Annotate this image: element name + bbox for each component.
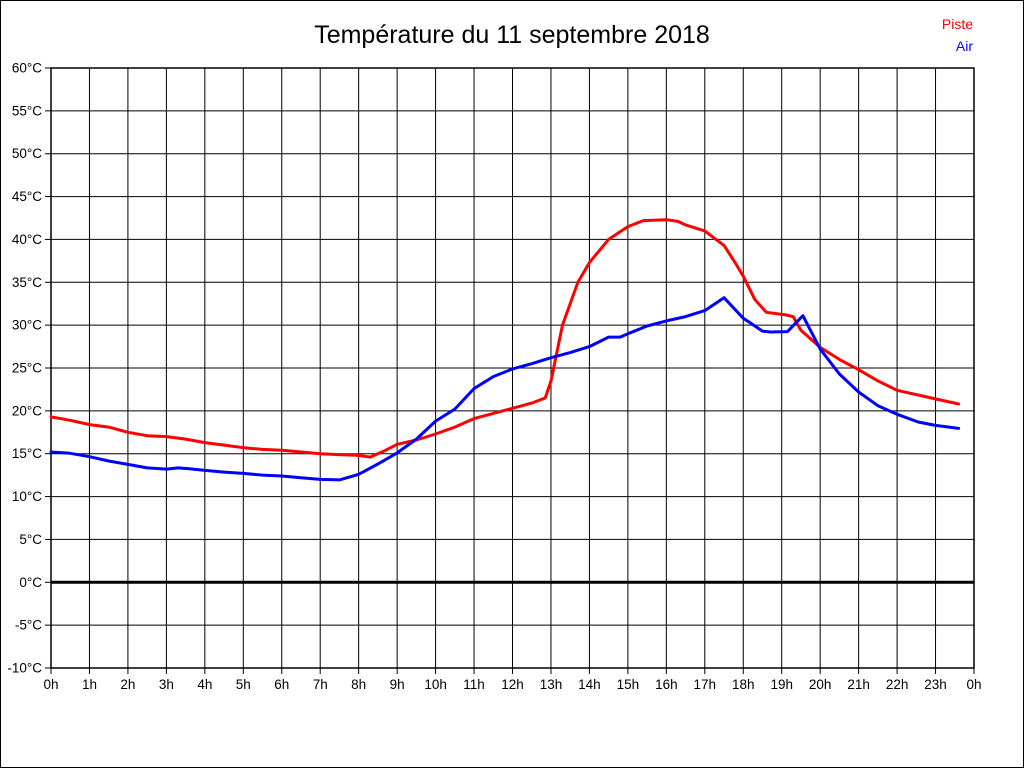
x-tick-label: 19h: [770, 677, 793, 692]
x-tick-label: 21h: [847, 677, 870, 692]
x-tick-label: 0h: [966, 677, 981, 692]
x-tick-label: 10h: [424, 677, 447, 692]
x-tick-label: 6h: [274, 677, 289, 692]
x-tick-label: 17h: [694, 677, 717, 692]
y-tick-label: 60°C: [12, 61, 42, 76]
x-tick-label: 3h: [159, 677, 174, 692]
y-tick-label: -5°C: [15, 618, 42, 633]
x-tick-label: 22h: [886, 677, 909, 692]
chart-legend: Piste Air: [942, 13, 973, 57]
y-tick-label: 55°C: [12, 103, 42, 118]
x-tick-label: 15h: [617, 677, 640, 692]
x-tick-label: 1h: [82, 677, 97, 692]
y-tick-label: 40°C: [12, 232, 42, 247]
x-tick-label: 16h: [655, 677, 678, 692]
x-tick-label: 9h: [390, 677, 405, 692]
y-tick-label: 50°C: [12, 146, 42, 161]
x-tick-label: 11h: [463, 677, 485, 692]
y-tick-label: 25°C: [12, 361, 42, 376]
y-tick-label: 35°C: [12, 275, 42, 290]
y-tick-label: 5°C: [19, 532, 42, 547]
y-tick-label: 10°C: [12, 489, 42, 504]
x-tick-label: 12h: [501, 677, 524, 692]
y-tick-label: 15°C: [12, 446, 42, 461]
chart-title: Température du 11 septembre 2018: [314, 21, 710, 49]
y-tick-label: 0°C: [19, 575, 42, 590]
y-tick-label: 45°C: [12, 189, 42, 204]
x-tick-label: 5h: [236, 677, 251, 692]
x-tick-label: 8h: [351, 677, 366, 692]
y-tick-label: 30°C: [12, 318, 42, 333]
x-tick-label: 20h: [809, 677, 832, 692]
x-tick-label: 0h: [43, 677, 58, 692]
x-tick-label: 14h: [578, 677, 601, 692]
x-tick-label: 2h: [120, 677, 135, 692]
x-tick-label: 13h: [540, 677, 563, 692]
x-tick-label: 7h: [313, 677, 328, 692]
legend-air-label: Air: [955, 38, 973, 54]
y-tick-label: 20°C: [12, 403, 42, 418]
x-tick-label: 23h: [924, 677, 947, 692]
legend-piste-label: Piste: [941, 16, 973, 32]
y-tick-label: -10°C: [7, 661, 42, 676]
x-tick-label: 18h: [732, 677, 755, 692]
x-tick-label: 4h: [197, 677, 212, 692]
piste-line: [49, 218, 961, 459]
air-line: [49, 296, 961, 482]
